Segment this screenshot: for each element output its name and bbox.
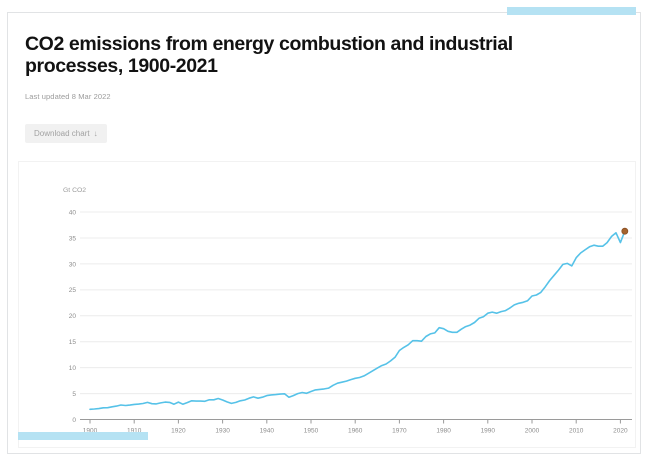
svg-text:2000: 2000 [525,428,540,435]
svg-text:1910: 1910 [127,428,142,435]
svg-text:1990: 1990 [481,428,496,435]
svg-text:1980: 1980 [436,428,451,435]
svg-text:1920: 1920 [171,428,186,435]
co2-emissions-line-chart: 0 5 10 15 20 25 30 35 40 Gt CO2 1900 1910 1920 1930 19… [63,187,632,435]
svg-text:2010: 2010 [569,428,584,435]
svg-text:40: 40 [69,209,77,216]
svg-text:1950: 1950 [304,428,319,435]
svg-text:1960: 1960 [348,428,363,435]
chart-title: CO2 emissions from energy combustion and… [25,33,513,78]
svg-text:0: 0 [72,417,76,424]
svg-text:1940: 1940 [260,428,275,435]
chart-card: CO2 emissions from energy combustion and… [7,12,641,454]
download-chart-button[interactable]: Download chart ↓ [25,124,107,143]
download-chart-label: Download chart [34,129,90,138]
svg-text:20: 20 [69,313,77,320]
svg-text:1930: 1930 [215,428,230,435]
highlight-bar-top [507,7,636,15]
svg-text:15: 15 [69,339,77,346]
svg-text:30: 30 [69,261,77,268]
svg-text:35: 35 [69,235,77,242]
download-arrow-icon: ↓ [93,129,98,138]
svg-text:10: 10 [69,365,77,372]
svg-text:5: 5 [72,391,76,398]
highlight-bar-bottom [18,432,148,440]
svg-text:25: 25 [69,287,77,294]
svg-text:Gt CO2: Gt CO2 [63,187,86,194]
chart-panel: 0 5 10 15 20 25 30 35 40 Gt CO2 1900 1910 1920 1930 19… [18,161,636,448]
last-updated-text: Last updated 8 Mar 2022 [25,92,111,101]
svg-text:1970: 1970 [392,428,407,435]
svg-text:1900: 1900 [83,428,98,435]
svg-text:2020: 2020 [613,428,628,435]
